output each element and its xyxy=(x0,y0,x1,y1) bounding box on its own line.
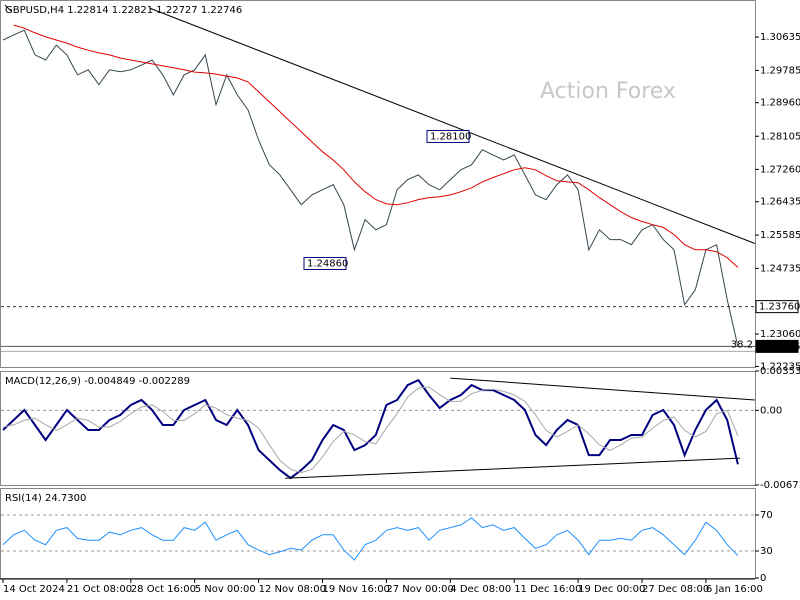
y-tick-label: 1.29785 xyxy=(760,65,800,76)
panel-title: RSI(14) 24.7300 xyxy=(5,493,86,504)
panel-frame xyxy=(0,371,756,486)
y-tick-label: 1.26435 xyxy=(760,197,800,208)
x-tick-label: 19 Dec 00:00 xyxy=(578,584,645,595)
trendline xyxy=(285,457,741,479)
y-tick-label: 0.003537 xyxy=(760,366,800,377)
y-tick-label: 1.27260 xyxy=(760,164,800,175)
series-line xyxy=(13,24,739,268)
series-line xyxy=(2,517,739,561)
annotation: 1.28100 xyxy=(430,131,471,142)
annotation: 1.24860 xyxy=(307,258,348,269)
series-line xyxy=(2,29,739,347)
x-tick-label: 5 Nov 00:00 xyxy=(195,584,256,595)
price-label-box xyxy=(755,339,799,353)
y-tick-label: 0 xyxy=(760,573,766,584)
x-tick-label: 27 Dec 08:00 xyxy=(642,584,709,595)
x-tick-label: 6 Jan 16:00 xyxy=(706,584,763,595)
watermark: Action Forex xyxy=(540,79,676,104)
panel-frame xyxy=(0,0,756,368)
y-tick-label: 1.24735 xyxy=(760,263,800,274)
x-tick-label: 27 Nov 00:00 xyxy=(386,584,453,595)
y-tick-label: 1.30635 xyxy=(760,32,800,43)
y-tick-label: 1.23060 xyxy=(760,329,800,340)
trendline xyxy=(450,377,755,401)
x-tick-label: 21 Oct 08:00 xyxy=(67,584,132,595)
indicator-arrow xyxy=(4,4,12,12)
series-line xyxy=(2,386,739,474)
trendline xyxy=(149,7,756,244)
y-tick-label: 0.00 xyxy=(760,405,782,416)
x-tick-label: 19 Nov 16:00 xyxy=(323,584,390,595)
x-tick-label: 4 Dec 08:00 xyxy=(450,584,511,595)
fib-label: 38.2 xyxy=(731,339,753,350)
y-tick-label: 1.28105 xyxy=(760,131,800,142)
series-line xyxy=(2,378,739,480)
y-tick-label: 1.28960 xyxy=(760,98,800,109)
annotation-box xyxy=(303,256,347,270)
annotation-box xyxy=(426,129,470,143)
panel-title: GBPUSD,H4 1.22814 1.22821 1.22727 1.2274… xyxy=(5,5,242,16)
price-label: 1.23760 xyxy=(759,302,800,313)
y-tick-label: 1.25585 xyxy=(760,230,800,241)
x-tick-label: 11 Dec 16:00 xyxy=(514,584,581,595)
y-tick-label: 30 xyxy=(760,546,773,557)
price-label: 1.22746 xyxy=(759,341,800,352)
x-tick-label: 28 Oct 16:00 xyxy=(131,584,196,595)
x-tick-label: 12 Nov 08:00 xyxy=(259,584,326,595)
y-tick-label: 70 xyxy=(760,510,773,521)
price-label-box xyxy=(755,300,799,314)
x-tick-label: 14 Oct 2024 xyxy=(3,584,65,595)
y-tick-label: 1.22235 xyxy=(760,361,800,372)
y-tick-label: -0.006711 xyxy=(760,480,800,491)
panel-title: MACD(12,26,9) -0.004849 -0.002289 xyxy=(5,376,190,387)
